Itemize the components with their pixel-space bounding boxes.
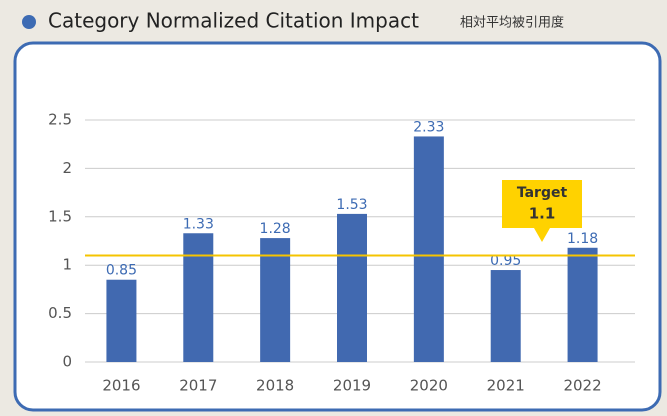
- bar: [490, 270, 521, 362]
- bar: [260, 238, 291, 362]
- y-tick-label: 1: [62, 256, 72, 274]
- bar: [567, 247, 598, 362]
- target-callout: [502, 180, 582, 242]
- chart-title: Category Normalized Citation Impact: [48, 9, 419, 33]
- title-bullet: [22, 15, 36, 29]
- value-label: 2.33: [413, 119, 444, 135]
- value-label: 0.85: [106, 263, 137, 279]
- value-label: 1.28: [260, 221, 291, 237]
- y-tick-label: 2.5: [48, 111, 72, 129]
- y-tick-label: 1.5: [48, 207, 72, 225]
- x-tick-label: 2017: [179, 377, 217, 395]
- y-tick-label: 0: [62, 353, 72, 371]
- bar: [183, 233, 214, 362]
- target-label: Target: [517, 185, 568, 201]
- x-tick-label: 2018: [256, 377, 294, 395]
- chart-subtitle: 相対平均被引用度: [460, 15, 564, 31]
- x-tick-label: 2019: [333, 377, 371, 395]
- value-label: 0.95: [490, 253, 521, 269]
- bar: [337, 213, 367, 362]
- y-tick-label: 0.5: [48, 304, 72, 322]
- value-label: 1.18: [567, 231, 598, 247]
- y-tick-label: 2: [62, 159, 72, 177]
- x-tick-label: 2020: [410, 377, 448, 395]
- target-value: 1.1: [529, 205, 556, 223]
- value-label: 1.33: [183, 216, 214, 232]
- value-label: 1.53: [336, 197, 367, 213]
- x-tick-label: 2016: [102, 377, 140, 395]
- bar: [413, 136, 444, 362]
- x-tick-label: 2022: [563, 377, 601, 395]
- bar: [106, 279, 137, 362]
- x-tick-label: 2021: [487, 377, 525, 395]
